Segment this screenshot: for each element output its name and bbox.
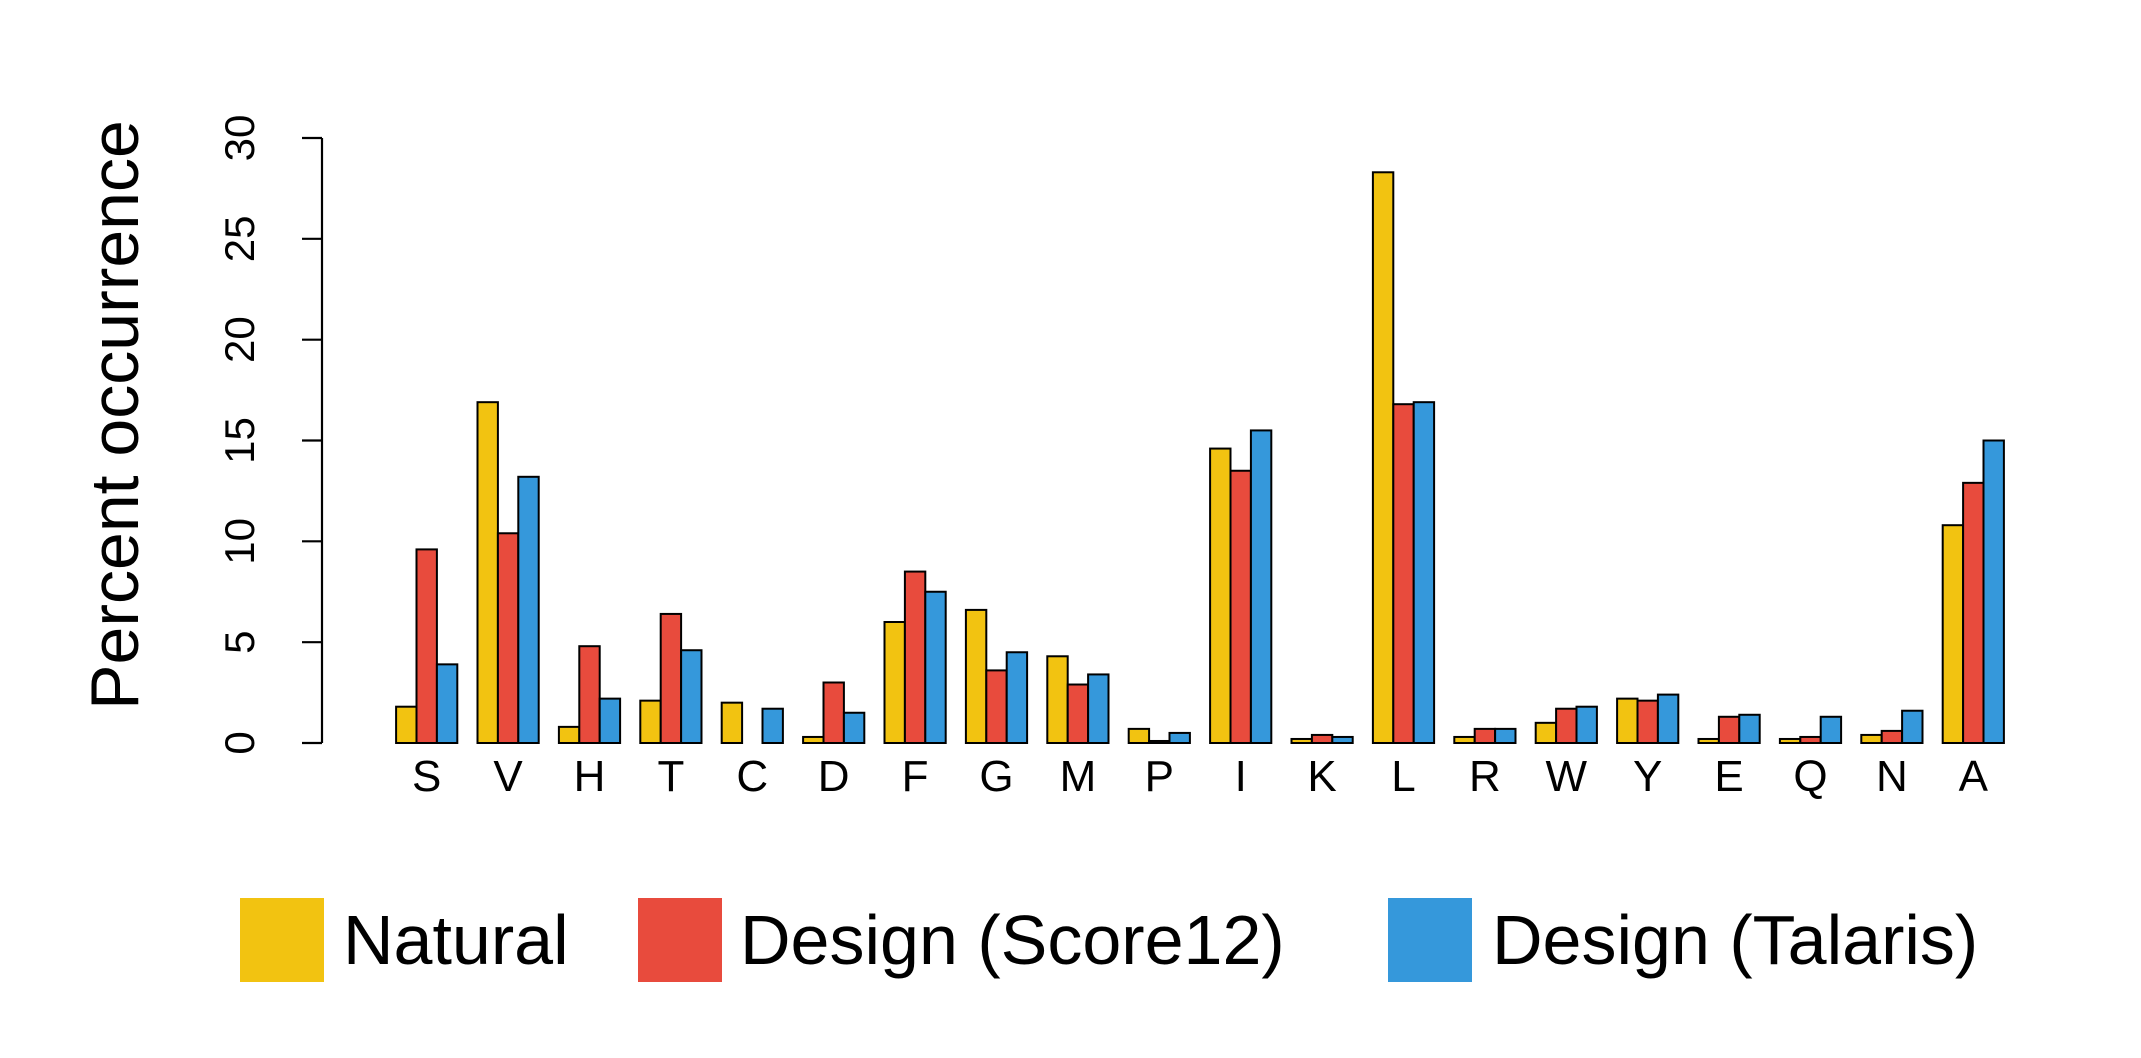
x-tick-label: L (1391, 752, 1415, 801)
bar-S-series-0 (395, 705, 418, 745)
bar-L-series-2 (1412, 401, 1436, 744)
legend-label: Natural (343, 901, 569, 979)
bar-H-series-2 (598, 697, 622, 745)
bar-C-series-0 (720, 701, 744, 744)
legend-swatch (240, 898, 324, 982)
x-tick-label: Y (1633, 752, 1662, 801)
bar-G-series-1 (985, 669, 1008, 745)
bar-A-series-2 (1982, 439, 2005, 744)
bar-E-series-1 (1717, 715, 1741, 745)
bar-Y-series-1 (1636, 699, 1659, 745)
bar-W-series-1 (1555, 707, 1578, 744)
x-tick-label: P (1145, 752, 1174, 801)
legend-swatch (1388, 898, 1472, 982)
x-tick-label: F (902, 752, 929, 801)
x-tick-label: W (1546, 752, 1588, 801)
y-axis: 0 5 10 15 20 25 30 (216, 115, 324, 755)
bar-N-series-0 (1860, 733, 1883, 744)
x-tick-label: K (1307, 752, 1336, 801)
bar-F-series-1 (903, 570, 927, 745)
legend-label: Design (Talaris) (1492, 901, 1978, 979)
bar-K-series-2 (1331, 735, 1354, 745)
x-tick-label: S (412, 752, 441, 801)
x-tick-label: C (736, 752, 768, 801)
y-tick-label: 25 (216, 215, 263, 262)
bars (395, 171, 2005, 745)
bar-L-series-1 (1392, 403, 1415, 744)
bar-Y-series-0 (1616, 697, 1639, 745)
bar-H-series-1 (578, 645, 601, 745)
bar-R-series-0 (1453, 735, 1476, 745)
x-tick-label: T (657, 752, 684, 801)
y-tick-label: 15 (216, 417, 263, 464)
bar-S-series-1 (415, 548, 438, 745)
x-tick-label: I (1235, 752, 1247, 801)
bar-P-series-0 (1127, 727, 1151, 745)
bar-Y-series-2 (1656, 693, 1680, 744)
legend: Natural Design (Score12) Design (Talaris) (240, 898, 1978, 982)
bar-E-series-0 (1697, 737, 1720, 744)
bar-T-series-2 (680, 649, 703, 744)
bar-M-series-1 (1066, 683, 1090, 745)
x-tick-label: R (1469, 752, 1501, 801)
bar-N-series-2 (1901, 709, 1924, 744)
bar-I-series-2 (1249, 429, 1273, 744)
bar-A-series-1 (1962, 481, 1985, 744)
y-tick-label: 30 (216, 115, 263, 162)
x-tick-label: N (1876, 752, 1908, 801)
bar-Q-series-0 (1778, 737, 1802, 744)
bar-V-series-1 (496, 532, 520, 745)
bar-T-series-1 (659, 612, 683, 744)
y-axis-label: Percent occurrence (77, 120, 153, 710)
y-tick-label: 5 (216, 630, 263, 653)
bar-H-series-0 (557, 725, 581, 744)
bar-P-series-1 (1148, 739, 1171, 744)
legend-swatch (638, 898, 722, 982)
bar-F-series-0 (883, 621, 906, 744)
legend-label: Design (Score12) (740, 901, 1285, 979)
y-tick-label: 10 (216, 518, 263, 565)
y-tick-label: 0 (216, 731, 263, 754)
bar-K-series-1 (1310, 733, 1334, 744)
bar-Q-series-1 (1799, 735, 1822, 745)
bar-M-series-2 (1087, 673, 1110, 744)
bar-D-series-2 (842, 711, 866, 744)
bar-W-series-2 (1575, 705, 1598, 745)
x-tick-label: D (818, 752, 850, 801)
bar-D-series-0 (802, 735, 825, 745)
bar-A-series-0 (1941, 524, 1965, 745)
bar-G-series-0 (964, 608, 988, 745)
bar-V-series-2 (517, 475, 540, 744)
x-tick-label: E (1714, 752, 1743, 801)
bar-D-series-1 (822, 681, 845, 744)
bar-L-series-0 (1371, 171, 1395, 744)
bar-V-series-0 (476, 401, 499, 744)
x-tick-label: Q (1793, 752, 1827, 801)
bar-N-series-1 (1880, 729, 1904, 745)
x-tick-label: V (493, 752, 523, 801)
bar-C-series-2 (761, 707, 784, 744)
bar-P-series-2 (1168, 731, 1191, 744)
bar-W-series-0 (1534, 721, 1558, 745)
bar-E-series-2 (1738, 713, 1761, 745)
x-tick-label: A (1959, 752, 1989, 801)
bar-I-series-1 (1229, 469, 1252, 744)
bar-I-series-0 (1209, 447, 1232, 744)
bar-F-series-2 (924, 590, 947, 744)
x-tick-label: M (1060, 752, 1097, 801)
bar-R-series-1 (1473, 727, 1497, 745)
bar-M-series-0 (1046, 655, 1069, 745)
bar-K-series-0 (1290, 737, 1313, 744)
y-tick-label: 20 (216, 316, 263, 363)
bar-Q-series-2 (1819, 715, 1843, 745)
x-tick-label: H (574, 752, 606, 801)
bar-G-series-2 (1005, 651, 1029, 744)
bar-R-series-2 (1494, 727, 1517, 745)
bar-T-series-0 (639, 699, 662, 745)
bar-S-series-2 (435, 663, 459, 744)
x-tick-label: G (979, 752, 1013, 801)
